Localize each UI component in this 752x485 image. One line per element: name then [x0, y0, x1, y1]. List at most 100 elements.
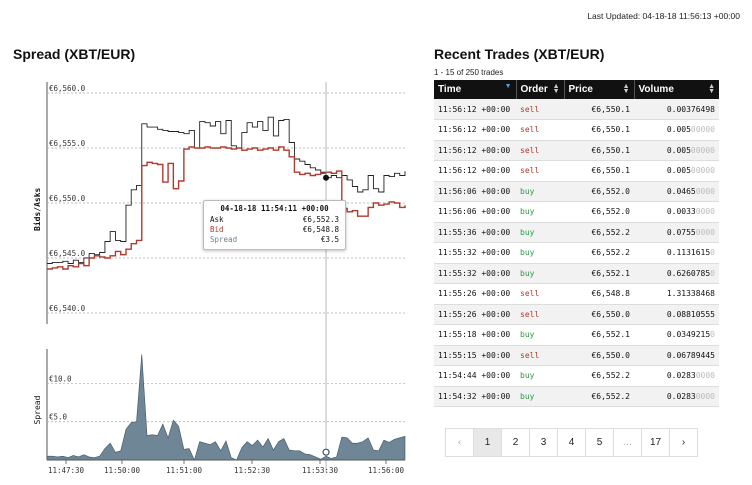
x-tick-label: 11:50:00: [104, 466, 141, 475]
table-row: 11:54:32 +00:00 buy €6,552.2 0.02830000: [434, 386, 719, 407]
table-row: 11:55:32 +00:00 buy €6,552.2 0.11316150: [434, 242, 719, 264]
trade-time-cell: 11:56:06 +00:00: [434, 201, 516, 223]
trade-time-cell: 11:55:32 +00:00: [434, 242, 516, 264]
spread-area: [46, 354, 406, 461]
trade-price-cell: €6,552.2: [564, 222, 634, 243]
trade-time-cell: 11:54:32 +00:00: [434, 386, 516, 407]
trades-title: Recent Trades (XBT/EUR): [434, 46, 605, 62]
trade-volume-cell: 0.00330000: [634, 201, 719, 223]
trade-time-cell: 11:56:06 +00:00: [434, 181, 516, 202]
tooltip-ask-row: Ask €6,552.3: [210, 215, 339, 225]
x-tick-label: 11:56:00: [368, 466, 405, 475]
trade-price-cell: €6,550.0: [564, 304, 634, 325]
trade-time-cell: 11:55:26 +00:00: [434, 283, 516, 305]
trade-volume-cell: 0.04650000: [634, 181, 719, 202]
tooltip-spread-label: Spread: [210, 235, 238, 244]
x-tick-label: 11:52:30: [234, 466, 271, 475]
table-row: 11:56:12 +00:00 sell €6,550.1 0.00376498: [434, 99, 719, 120]
column-order-header[interactable]: Order ▲ ▼: [516, 80, 565, 99]
table-row: 11:56:12 +00:00 sell €6,550.1 0.00500000: [434, 140, 719, 161]
table-row: 11:56:12 +00:00 sell €6,550.1 0.00500000: [434, 119, 719, 141]
chart-tooltip: 04-18-18 11:54:11 +00:00 Ask €6,552.3 Bi…: [203, 200, 346, 250]
trade-volume-cell: 0.00500000: [634, 160, 719, 182]
page-button[interactable]: 17: [641, 428, 670, 457]
sort-icon[interactable]: ▲ ▼: [622, 83, 630, 95]
column-order-label: Order: [520, 84, 548, 95]
trade-order-cell: sell: [516, 99, 564, 120]
trade-time-cell: 11:55:15 +00:00: [434, 345, 516, 366]
y-tick-label: €6,555.0: [49, 139, 86, 148]
table-row: 11:55:15 +00:00 sell €6,550.0 0.06789445: [434, 345, 719, 366]
column-price-label: Price: [568, 84, 593, 95]
trade-order-cell: sell: [516, 304, 564, 325]
trade-volume-cell: 0.08810555: [634, 304, 719, 325]
chart-title: Spread (XBT/EUR): [13, 46, 136, 62]
trade-volume-cell: 0.00376498: [634, 99, 719, 120]
x-tick-label: 11:51:00: [166, 466, 203, 475]
tooltip-time: 04-18-18 11:54:11 +00:00: [220, 204, 329, 213]
tooltip-spread-row: Spread €3.5: [210, 235, 339, 245]
column-time-header[interactable]: Time ▼: [434, 80, 517, 99]
y-tick-label: €6,550.0: [49, 194, 86, 203]
spread-chart[interactable]: €6,540.0 €6,545.0 €6,550.0 €6,555.0 €6,560.0…: [0, 72, 420, 482]
page-button[interactable]: 2: [501, 428, 530, 457]
trade-order-cell: buy: [516, 324, 564, 346]
bid-series-line: [47, 146, 406, 270]
pagination-ellipsis: …: [613, 428, 642, 457]
prev-page-button[interactable]: ‹: [445, 428, 474, 457]
y-axis-label: Bids/Asks: [32, 187, 42, 231]
trade-volume-cell: 1.31338468: [634, 283, 719, 305]
trade-price-cell: €6,550.1: [564, 99, 634, 120]
tooltip-spread-value: €3.5: [320, 235, 339, 244]
page-button[interactable]: 1: [473, 428, 502, 457]
trade-time-cell: 11:54:44 +00:00: [434, 365, 516, 387]
trade-price-cell: €6,552.2: [564, 242, 634, 264]
trade-order-cell: buy: [516, 242, 564, 264]
tooltip-ask-label: Ask: [210, 215, 224, 224]
trade-order-cell: sell: [516, 345, 564, 366]
trades-count: 1 - 15 of 250 trades: [434, 68, 504, 77]
sort-icon[interactable]: ▲ ▼: [708, 83, 715, 95]
x-tick-label: 11:47:30: [48, 466, 85, 475]
trade-price-cell: €6,550.0: [564, 345, 634, 366]
trade-price-cell: €6,550.1: [564, 119, 634, 141]
column-price-header[interactable]: Price ▲ ▼: [564, 80, 635, 99]
next-page-button[interactable]: ›: [669, 428, 698, 457]
y-tick-label: €10.0: [49, 374, 72, 383]
trade-volume-cell: 0.11316150: [634, 242, 719, 264]
trade-price-cell: €6,552.0: [564, 181, 634, 202]
ask-point: [323, 174, 330, 181]
tooltip-bid-label: Bid: [210, 225, 224, 234]
trade-volume-cell: 0.62607850: [634, 263, 719, 284]
column-volume-header[interactable]: Volume ▲ ▼: [634, 80, 719, 99]
page-button[interactable]: 5: [585, 428, 614, 457]
last-updated: Last Updated: 04-18-18 11:56:13 +00:00: [587, 11, 740, 21]
trade-time-cell: 11:55:36 +00:00: [434, 222, 516, 243]
trade-time-cell: 11:56:12 +00:00: [434, 119, 516, 141]
trade-price-cell: €6,550.1: [564, 160, 634, 182]
x-tick-label: 11:53:30: [302, 466, 339, 475]
trade-order-cell: buy: [516, 201, 564, 223]
trade-time-cell: 11:55:18 +00:00: [434, 324, 516, 346]
trade-price-cell: €6,552.2: [564, 386, 634, 407]
trade-volume-cell: 0.02830000: [634, 365, 719, 387]
trade-price-cell: €6,552.2: [564, 365, 634, 387]
trade-order-cell: buy: [516, 365, 564, 387]
pagination: ‹ 1 2 3 4 5… 17 ›: [445, 428, 698, 457]
trade-price-cell: €6,552.1: [564, 263, 634, 284]
sort-icon[interactable]: ▲ ▼: [552, 83, 560, 95]
trade-order-cell: buy: [516, 263, 564, 284]
tooltip-ask-value: €6,552.3: [302, 215, 339, 224]
trade-order-cell: sell: [516, 160, 564, 182]
sort-desc-icon[interactable]: ▼: [504, 83, 512, 90]
column-volume-label: Volume: [638, 84, 674, 95]
table-row: 11:55:26 +00:00 sell €6,550.0 0.08810555: [434, 304, 719, 325]
page-button[interactable]: 3: [529, 428, 558, 457]
trade-volume-cell: 0.00500000: [634, 119, 719, 141]
trade-volume-cell: 0.00500000: [634, 140, 719, 161]
trade-price-cell: €6,550.1: [564, 140, 634, 161]
page-button[interactable]: 4: [557, 428, 586, 457]
trades-body: 11:56:12 +00:00 sell €6,550.1 0.00376498 11:…: [434, 99, 719, 407]
trades-table: Time ▼ Order ▲ ▼ Price ▲ ▼ Volume ▲ ▼ 11:56…: [434, 80, 719, 407]
trade-volume-cell: 0.06789445: [634, 345, 719, 366]
